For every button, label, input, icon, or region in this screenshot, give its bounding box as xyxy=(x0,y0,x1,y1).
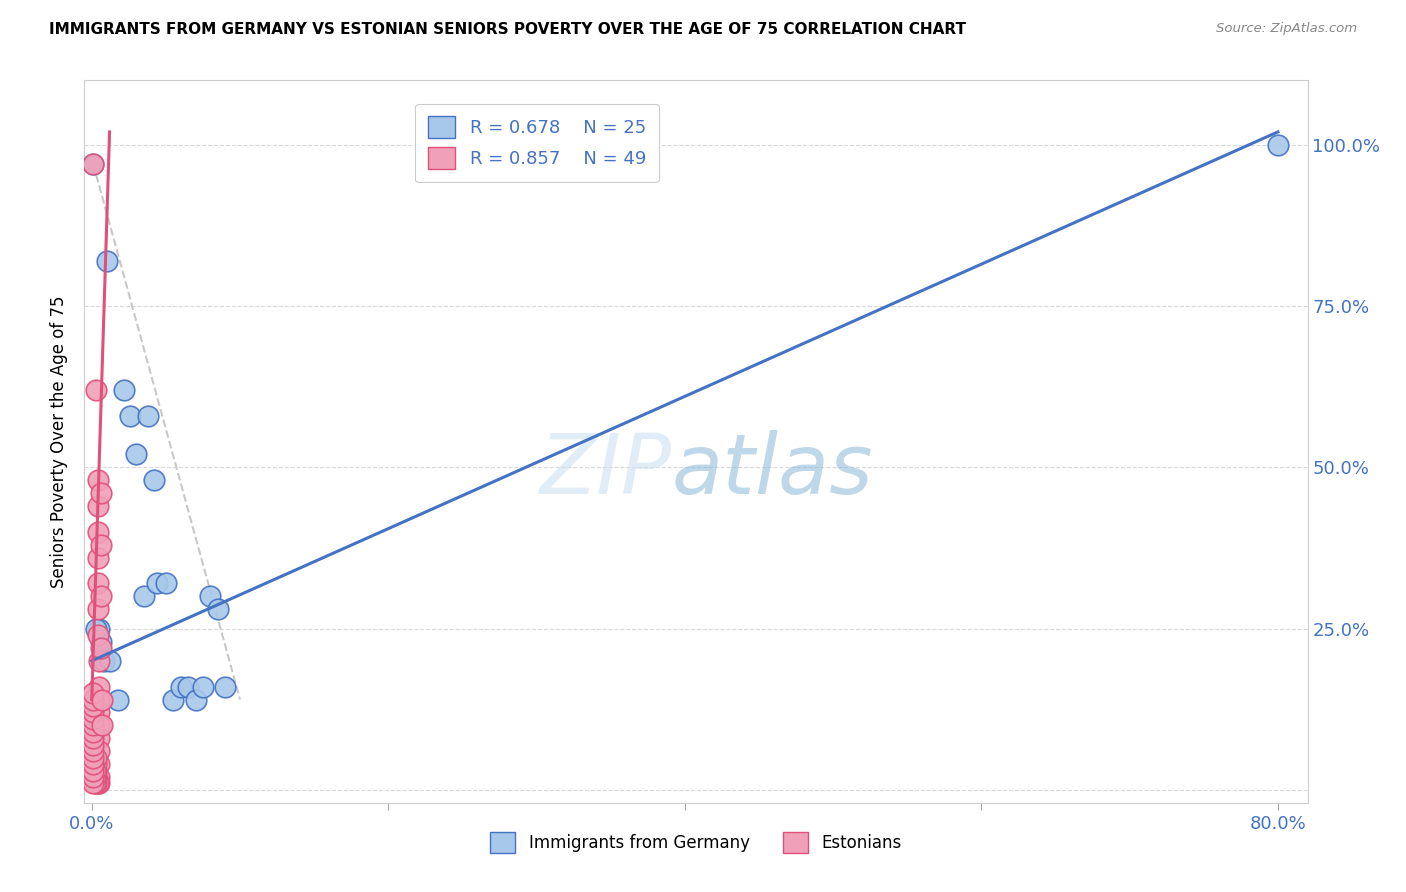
Text: IMMIGRANTS FROM GERMANY VS ESTONIAN SENIORS POVERTY OVER THE AGE OF 75 CORRELATI: IMMIGRANTS FROM GERMANY VS ESTONIAN SENI… xyxy=(49,22,966,37)
Point xyxy=(84,622,107,636)
Point xyxy=(170,680,193,694)
Point xyxy=(90,486,112,500)
Point xyxy=(82,744,104,758)
Point xyxy=(191,680,214,694)
Point xyxy=(84,764,107,778)
Point xyxy=(89,654,111,668)
Y-axis label: Seniors Poverty Over the Age of 75: Seniors Poverty Over the Age of 75 xyxy=(51,295,69,588)
Point xyxy=(120,409,142,423)
Point xyxy=(89,622,111,636)
Point xyxy=(89,680,111,694)
Point xyxy=(84,770,107,784)
Point xyxy=(83,776,105,790)
Point xyxy=(146,576,169,591)
Point xyxy=(162,692,184,706)
Point xyxy=(107,692,129,706)
Text: ZIP: ZIP xyxy=(540,430,672,511)
Point xyxy=(89,692,111,706)
Point xyxy=(89,776,111,790)
Point xyxy=(82,706,104,720)
Point xyxy=(84,776,107,790)
Point xyxy=(1267,137,1289,152)
Point xyxy=(90,634,112,648)
Point xyxy=(82,718,104,732)
Point xyxy=(86,776,108,790)
Point xyxy=(82,724,104,739)
Point xyxy=(91,718,114,732)
Point xyxy=(93,654,115,668)
Point xyxy=(86,576,108,591)
Point xyxy=(86,524,108,539)
Point xyxy=(112,383,135,397)
Point xyxy=(125,447,148,461)
Point xyxy=(89,718,111,732)
Point xyxy=(89,731,111,746)
Point xyxy=(89,744,111,758)
Point xyxy=(89,706,111,720)
Point xyxy=(89,757,111,772)
Point xyxy=(86,550,108,565)
Point xyxy=(82,157,104,171)
Point xyxy=(155,576,177,591)
Point xyxy=(86,628,108,642)
Point xyxy=(136,409,159,423)
Point xyxy=(82,712,104,726)
Point xyxy=(90,590,112,604)
Point xyxy=(177,680,200,694)
Point xyxy=(86,602,108,616)
Point xyxy=(143,473,166,487)
Point xyxy=(83,770,105,784)
Point xyxy=(84,757,107,772)
Point xyxy=(96,254,118,268)
Legend: Immigrants from Germany, Estonians: Immigrants from Germany, Estonians xyxy=(484,826,908,860)
Point xyxy=(82,731,104,746)
Point xyxy=(82,776,104,790)
Point xyxy=(84,383,107,397)
Point xyxy=(90,538,112,552)
Text: atlas: atlas xyxy=(672,430,873,511)
Point xyxy=(82,750,104,764)
Point xyxy=(207,602,229,616)
Point xyxy=(82,764,104,778)
Point xyxy=(86,499,108,513)
Point xyxy=(132,590,155,604)
Point xyxy=(82,770,104,784)
Point xyxy=(200,590,222,604)
Point xyxy=(90,640,112,655)
Point xyxy=(91,692,114,706)
Point xyxy=(84,750,107,764)
Point xyxy=(82,699,104,714)
Point xyxy=(98,654,121,668)
Point xyxy=(82,757,104,772)
Point xyxy=(82,686,104,700)
Point xyxy=(82,738,104,752)
Text: Source: ZipAtlas.com: Source: ZipAtlas.com xyxy=(1216,22,1357,36)
Point xyxy=(83,764,105,778)
Point xyxy=(82,157,104,171)
Point xyxy=(82,692,104,706)
Point xyxy=(184,692,207,706)
Point xyxy=(214,680,236,694)
Point xyxy=(86,473,108,487)
Point xyxy=(89,770,111,784)
